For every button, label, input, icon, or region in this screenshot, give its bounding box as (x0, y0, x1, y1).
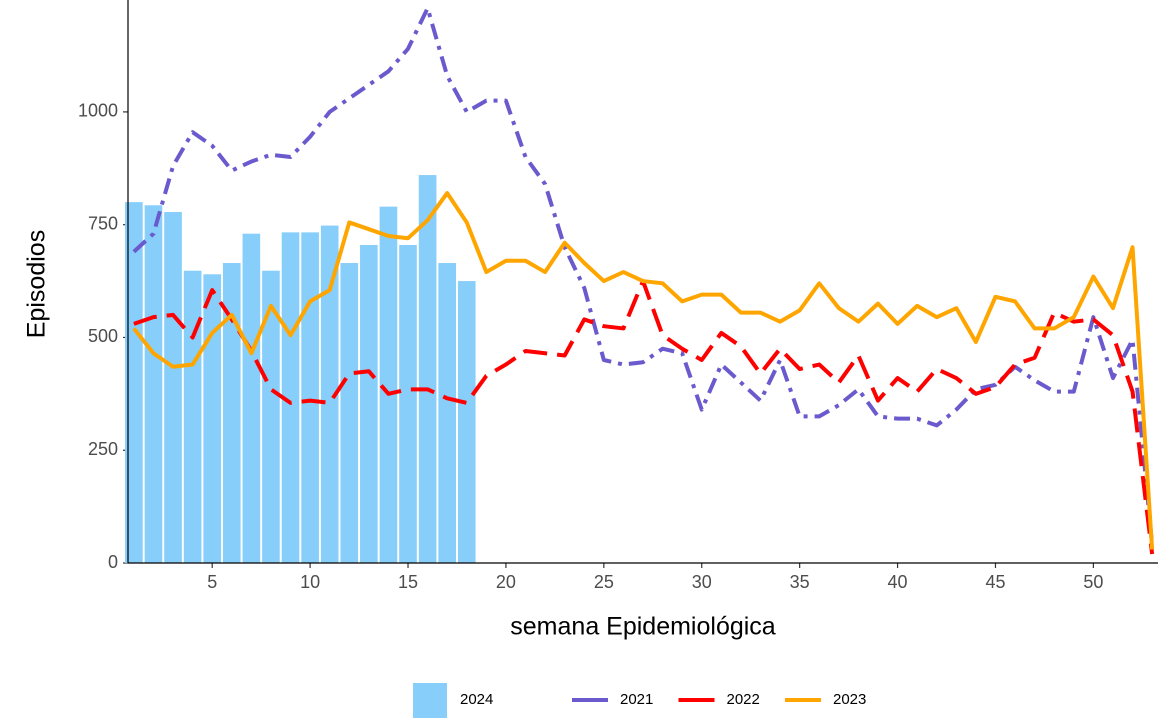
bar (301, 232, 319, 563)
bar (281, 232, 300, 563)
bar (125, 202, 143, 563)
x-tick-label: 50 (1083, 572, 1103, 592)
x-axis-title: semana Epidemiológica (510, 613, 776, 641)
y-tick-label: 1000 (78, 101, 118, 121)
line (132, 191, 1155, 550)
y-tick-label: 500 (88, 326, 118, 346)
bar (144, 205, 163, 564)
legend-label: 2021 (620, 691, 653, 708)
legend-swatch (413, 683, 447, 718)
y-tick-label: 750 (88, 213, 118, 233)
x-tick-label: 15 (398, 572, 418, 592)
bar (242, 233, 261, 563)
bar (164, 212, 182, 563)
y-tick-label: 0 (108, 552, 118, 572)
x-tick-label: 45 (985, 572, 1005, 592)
bar (183, 270, 202, 563)
legend-label: 2023 (833, 691, 866, 708)
bar (399, 244, 417, 563)
y-axis-title: Episodios (23, 230, 51, 338)
x-tick-label: 40 (888, 572, 908, 592)
bar (222, 263, 241, 563)
line (132, 6, 1155, 546)
x-tick-label: 25 (594, 572, 614, 592)
x-tick-label: 10 (300, 572, 320, 592)
bar (203, 274, 222, 563)
bar (340, 263, 359, 563)
y-tick-label: 250 (88, 439, 118, 459)
bar (438, 263, 456, 563)
bar (360, 244, 378, 563)
x-tick-label: 35 (790, 572, 810, 592)
bar (262, 270, 280, 563)
x-tick-label: 30 (692, 572, 712, 592)
legend-label: 2022 (727, 691, 760, 708)
bar (418, 175, 437, 563)
x-tick-label: 5 (207, 572, 217, 592)
bar (379, 206, 398, 564)
bar (320, 225, 339, 563)
x-tick-label: 20 (496, 572, 516, 592)
bar (457, 281, 476, 563)
legend-label: 2024 (460, 691, 493, 708)
